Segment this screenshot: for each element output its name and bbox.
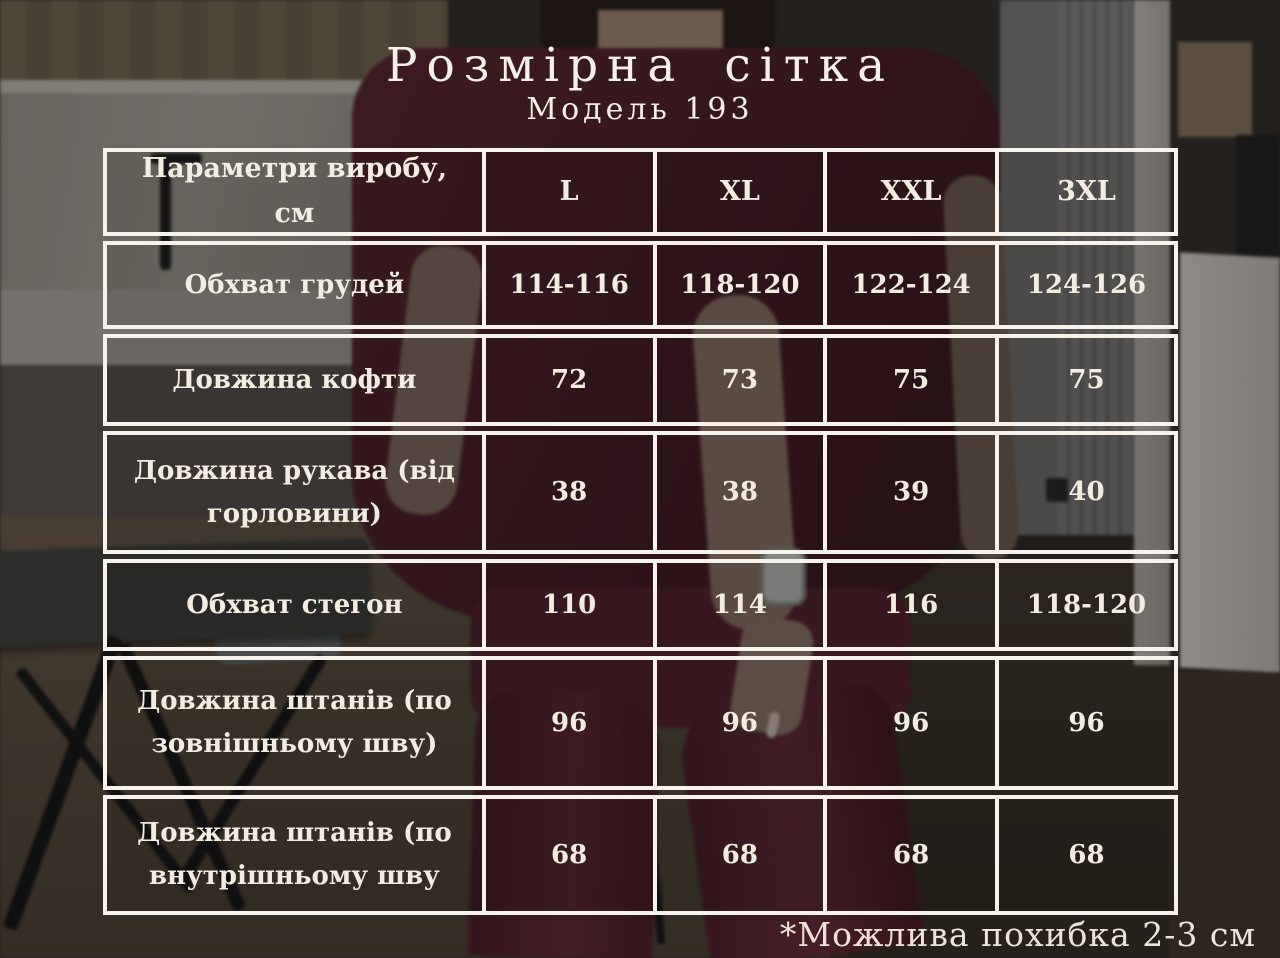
value-cell: 96 [1068,707,1105,738]
right-floor [1170,672,1280,958]
model-subtitle: Модель 193 [526,92,754,127]
row-label-cell: Довжина штанів (по зовнішньому шву) [107,660,486,786]
value-cell: 68 [486,799,657,911]
table-row: Довжина кофти 72 73 75 75 [103,334,1178,426]
header-cell: L [486,152,657,232]
slat-wall [1058,0,1134,535]
light-switch [1046,478,1068,502]
white-pillar [1134,0,1170,665]
table-row: Обхват стегон 110 114 116 118-120 [103,559,1178,651]
value-cell: 68 [1068,839,1105,870]
countertop [0,80,448,93]
value-cell: 114 [657,563,828,647]
table-row: Довжина рукава (від горловини) 38 38 39 40 [103,431,1178,554]
value-cell: 114-116 [486,245,657,325]
value-cell: 124-126 [1026,269,1147,300]
row-label-cell: Довжина штанів (по внутрішньому шву [107,799,486,911]
value-cell: 96 [657,660,828,786]
faucet [160,160,171,270]
value-cell: 38 [486,435,657,550]
value-cell: 68 [827,799,999,911]
value-cell: 68 [657,799,828,911]
header-cell: XXL [827,152,999,232]
header-cell: Параметри виробу, см [107,152,486,232]
value-cell: 38 [657,435,828,550]
value-cell: 73 [657,338,828,422]
value-cell: 75 [1068,364,1105,395]
value-cell: 75 [827,338,999,422]
value-cell: 118-120 [1026,589,1147,620]
table-row: Обхват грудей 114-116 118-120 122-124 124-12… [103,241,1178,329]
value-cell: 40 [1068,477,1105,508]
value-cell: 118-120 [657,245,828,325]
header-cell: 3XL [1057,175,1116,207]
row-label-cell: Обхват грудей [107,245,486,325]
value-cell: 39 [827,435,999,550]
table-row: Довжина штанів (по зовнішньому шву) 96 96 9… [103,656,1178,790]
row-label-cell: Довжина рукава (від горловини) [107,435,486,550]
value-cell: 96 [827,660,999,786]
value-cell: 116 [827,563,999,647]
page-title: Розмірна сітка [385,38,895,93]
row-label-cell: Довжина кофти [107,338,486,422]
value-cell: 96 [486,660,657,786]
wall-patch [1178,42,1252,137]
value-cell: 122-124 [827,245,999,325]
size-table: Параметри виробу, см L XL XXL 3XL Обхват груд… [103,148,1178,920]
value-cell: 110 [486,563,657,647]
value-cell: 72 [486,338,657,422]
table-header-row: Параметри виробу, см L XL XXL 3XL [103,148,1178,236]
table-row: Довжина штанів (по внутрішньому шву 68 68 6… [103,795,1178,915]
tolerance-footnote: *Можлива похибка 2-3 см [779,915,1256,954]
header-cell: XL [657,152,828,232]
row-label-cell: Обхват стегон [107,563,486,647]
faucet-spout [150,153,202,164]
